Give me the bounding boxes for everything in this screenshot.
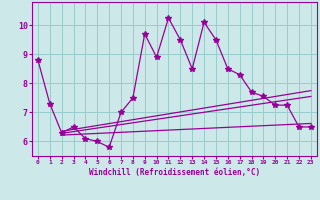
X-axis label: Windchill (Refroidissement éolien,°C): Windchill (Refroidissement éolien,°C) xyxy=(89,168,260,177)
